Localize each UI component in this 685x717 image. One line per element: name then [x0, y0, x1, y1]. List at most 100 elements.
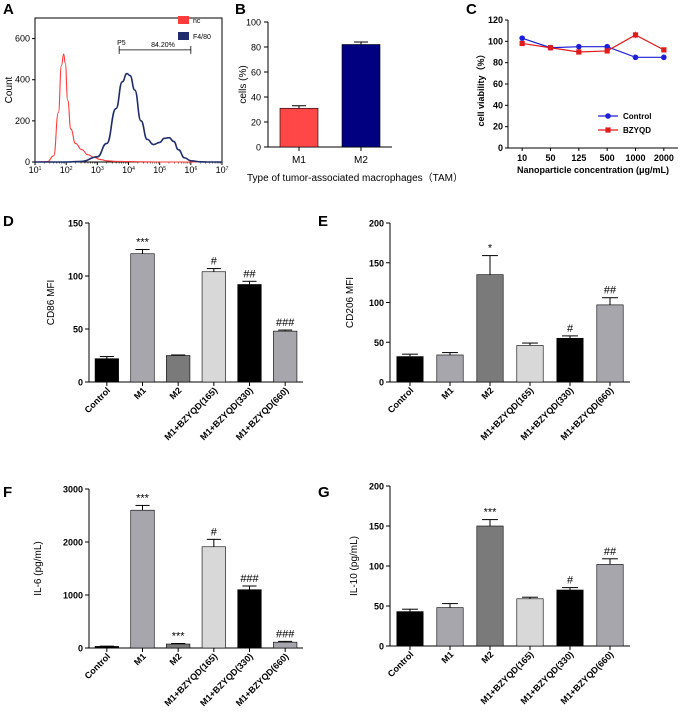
bar-5 [556, 589, 584, 647]
bar-1 [94, 646, 119, 649]
y-tick-label: 0 [379, 378, 384, 388]
y-tick-label: 0 [78, 378, 83, 388]
y-tick-label: 80 [493, 58, 503, 68]
y-tick-label: 0 [498, 143, 503, 153]
panel-labels: A B C D E F G [3, 1, 477, 501]
legend-label-nc: nc [193, 18, 201, 25]
panel-label-b: B [235, 1, 246, 18]
x-tick-label: 1000 [625, 153, 645, 163]
bar-4 [201, 271, 226, 383]
significance-marker: ### [240, 573, 259, 585]
significance-marker: ### [276, 628, 295, 640]
panel-label-c: C [466, 1, 477, 18]
significance-marker: *** [136, 492, 150, 504]
y-axis-label: cell viability（%） [476, 49, 486, 126]
significance-marker: ## [604, 546, 617, 558]
x-tick-label: M2 [168, 385, 184, 401]
x-tick-label: 107 [216, 165, 229, 175]
bar-4 [201, 546, 226, 649]
x-tick-label: 101 [29, 165, 42, 175]
bar-3 [166, 643, 191, 649]
bar-4 [516, 598, 544, 647]
panel-c-line-chart: 0 20 40 60 80 100 120 10 50 125 500 1000 2000 cell vi… [476, 15, 678, 175]
bar-5 [237, 284, 262, 383]
significance-marker: ## [604, 285, 617, 297]
x-tick-label: M2 [479, 649, 495, 665]
x-tick-label: 104 [122, 165, 135, 175]
x-tick-label: 105 [153, 165, 166, 175]
y-axis-label: cells (%) [238, 65, 249, 103]
significance-marker: # [567, 323, 574, 335]
legend-swatch-nc [178, 16, 189, 24]
significance-marker: ## [243, 268, 256, 280]
bar-6 [273, 641, 298, 649]
y-tick-label: 100 [369, 562, 384, 572]
y-tick-label: 3000 [63, 485, 83, 495]
bar-6 [273, 330, 298, 383]
y-tick-label: 1000 [63, 591, 83, 601]
bar-4 [516, 345, 544, 383]
y-tick-label: 100 [68, 272, 83, 282]
significance-marker: *** [484, 507, 498, 519]
significance-marker: # [211, 526, 218, 538]
panel-label-d: D [3, 213, 14, 230]
y-tick-label: 100 [369, 298, 384, 308]
bar-2 [130, 509, 155, 649]
data-point-control [661, 54, 667, 61]
y-tick-label: 400 [15, 75, 30, 85]
x-tick-label: Control [83, 385, 113, 415]
significance-marker: *** [136, 237, 150, 249]
bar-5 [556, 337, 584, 383]
panel-a-histogram: 0 200 400 600 101 102 103 104 105 106 107 Count P5 84… [4, 16, 229, 175]
bar-6 [596, 564, 624, 647]
x-tick-label: Control [386, 649, 416, 679]
bar-3 [166, 355, 191, 383]
legend-label-f4-80: F4/80 [193, 34, 211, 41]
panel-label-g: G [318, 484, 330, 501]
y-tick-label: 120 [488, 15, 503, 25]
x-tick-label: M2 [168, 651, 184, 667]
data-point-bzyqd [632, 32, 639, 38]
y-tick-label: 100 [246, 18, 261, 28]
y-tick-label: 0 [256, 143, 261, 153]
y-tick-label: 50 [374, 602, 384, 612]
data-point-bzyqd [576, 49, 582, 55]
y-tick-label: 20 [493, 122, 503, 132]
data-point-control [604, 43, 610, 50]
x-tick-label: 106 [184, 165, 197, 175]
significance-marker: # [567, 575, 574, 587]
legend-label-control: Control [623, 112, 651, 121]
gate-label: P5 [117, 40, 126, 47]
y-tick-label: 50 [73, 325, 83, 335]
y-tick-label: 50 [374, 338, 384, 348]
data-point-control [519, 35, 525, 41]
x-tick-label: 50 [545, 153, 555, 163]
y-axis-label: Count [4, 76, 15, 103]
y-tick-label: 150 [369, 258, 384, 268]
legend-marker-bzyqd [605, 127, 611, 133]
y-axis-label: IL-10 (pg/mL) [349, 536, 360, 596]
x-tick-label: 2000 [654, 153, 674, 163]
data-point-bzyqd [604, 48, 610, 54]
significance-marker: * [488, 243, 493, 255]
legend-swatch-f4-80 [178, 32, 189, 40]
bar-2 [130, 253, 155, 383]
x-tick-label: Control [83, 651, 113, 681]
y-tick-label: 40 [493, 100, 503, 110]
x-tick-label: 103 [91, 165, 104, 175]
bar-1 [396, 611, 424, 647]
series-line-control [521, 37, 664, 58]
significance-marker: # [211, 256, 218, 268]
y-tick-label: 80 [251, 43, 261, 53]
y-tick-label: 2000 [63, 538, 83, 548]
series-line-bzyqd [522, 34, 665, 53]
y-tick-label: 60 [251, 68, 261, 78]
data-point-bzyqd [661, 47, 667, 53]
data-point-bzyqd [547, 45, 554, 51]
bar-m2 [341, 44, 381, 148]
